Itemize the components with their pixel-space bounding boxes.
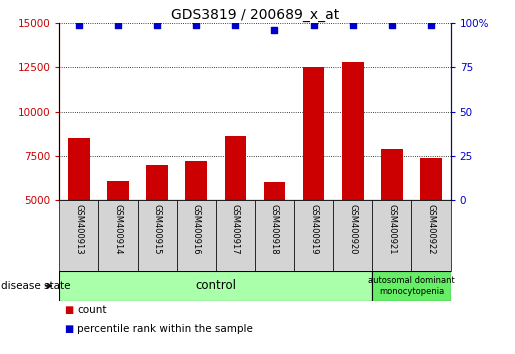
Bar	[107, 181, 129, 289]
Text: GSM400913: GSM400913	[74, 204, 83, 254]
Bar	[98, 200, 138, 271]
Text: percentile rank within the sample: percentile rank within the sample	[77, 324, 253, 334]
Bar	[146, 165, 168, 289]
Bar	[333, 200, 372, 271]
Bar	[303, 67, 324, 289]
Text: disease state: disease state	[1, 281, 70, 291]
Point	[75, 22, 83, 28]
Bar	[264, 182, 285, 289]
Point	[427, 22, 435, 28]
Bar	[68, 138, 90, 289]
Text: GSM400921: GSM400921	[387, 204, 397, 254]
Bar	[225, 136, 246, 289]
Text: GSM400920: GSM400920	[348, 204, 357, 254]
Text: control: control	[195, 279, 236, 292]
Bar	[372, 271, 451, 301]
Point	[388, 22, 396, 28]
Bar	[294, 200, 333, 271]
Text: autosomal dominant
monocytopenia: autosomal dominant monocytopenia	[368, 276, 455, 296]
Text: GSM400919: GSM400919	[309, 204, 318, 254]
Point	[231, 22, 239, 28]
Text: GSM400922: GSM400922	[426, 204, 436, 254]
Text: GSM400914: GSM400914	[113, 204, 123, 254]
Bar	[255, 200, 294, 271]
Point	[310, 22, 318, 28]
Title: GDS3819 / 200689_x_at: GDS3819 / 200689_x_at	[171, 8, 339, 22]
Bar	[342, 62, 364, 289]
Point	[192, 22, 200, 28]
Bar	[59, 200, 98, 271]
Text: GSM400915: GSM400915	[152, 204, 162, 254]
Bar	[138, 200, 177, 271]
Bar	[420, 158, 442, 289]
Text: GSM400916: GSM400916	[192, 204, 201, 254]
Point	[153, 22, 161, 28]
Point	[349, 22, 357, 28]
Bar	[185, 161, 207, 289]
Bar	[411, 200, 451, 271]
Bar	[381, 149, 403, 289]
Bar	[59, 271, 372, 301]
Text: ■: ■	[64, 324, 74, 334]
Text: GSM400918: GSM400918	[270, 204, 279, 254]
Bar	[372, 200, 411, 271]
Text: GSM400917: GSM400917	[231, 204, 240, 254]
Text: count: count	[77, 305, 107, 315]
Point	[114, 22, 122, 28]
Bar	[216, 200, 255, 271]
Text: ■: ■	[64, 305, 74, 315]
Point	[270, 27, 279, 33]
Bar	[177, 200, 216, 271]
